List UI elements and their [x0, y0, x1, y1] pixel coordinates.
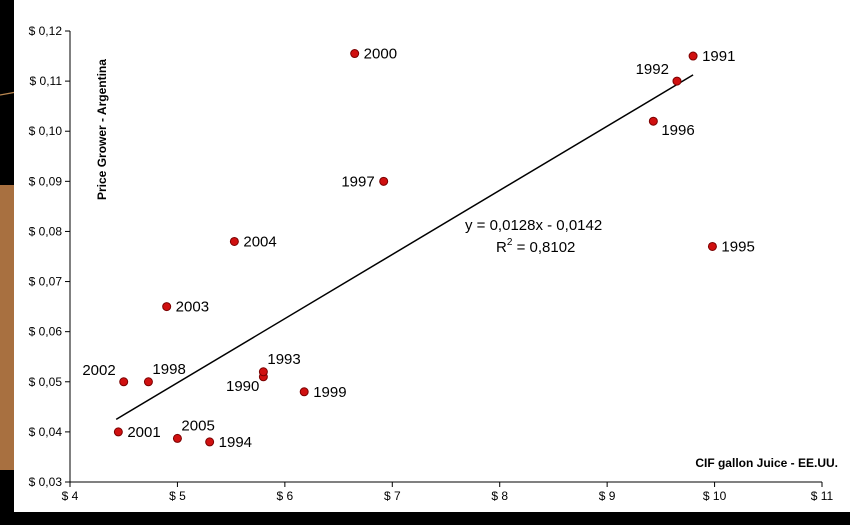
data-point-label: 1995	[721, 238, 754, 255]
data-point-label: 2000	[364, 46, 397, 63]
accent-band	[0, 185, 14, 470]
data-point-label: 1990	[226, 378, 259, 395]
data-point	[258, 367, 268, 377]
r-squared-value: = 0,8102	[512, 239, 575, 256]
x-tick-label: $ 10	[703, 489, 727, 503]
data-point-label: 2001	[127, 424, 160, 441]
data-point	[229, 236, 239, 246]
data-point	[113, 427, 123, 437]
x-axis-title: CIF gallon Juice - EE.UU.	[695, 456, 838, 470]
y-tick-label: $ 0,05	[29, 375, 63, 389]
x-axis-ticks: $ 4 $ 5 $ 6 $ 7 $ 8 $ 9 $ 10 $ 11	[62, 482, 834, 503]
data-point	[299, 387, 309, 397]
r-squared: R2 = 0,8102	[496, 237, 575, 256]
data-point	[707, 241, 717, 251]
data-point	[672, 76, 682, 86]
data-point	[688, 51, 698, 61]
y-tick-label: $ 0,06	[29, 325, 63, 339]
x-tick-label: $ 6	[277, 489, 294, 503]
trendline	[115, 74, 694, 420]
x-tick-label: $ 9	[599, 489, 616, 503]
data-point	[379, 176, 389, 186]
y-tick-label: $ 0,11	[30, 74, 63, 88]
data-point	[648, 116, 658, 126]
y-axis-title: Price Grower - Argentina	[95, 59, 109, 200]
data-point-label: 1999	[313, 384, 346, 401]
data-point-label: 1997	[341, 173, 374, 190]
x-tick-label: $ 4	[62, 489, 79, 503]
y-tick-label: $ 0,10	[29, 124, 63, 138]
y-tick-label: $ 0,07	[29, 275, 63, 289]
y-tick-label: $ 0,03	[29, 475, 63, 489]
trendline-equation: y = 0,0128x - 0,0142	[465, 217, 602, 234]
r-squared-prefix: R	[496, 239, 507, 256]
data-point	[350, 49, 360, 59]
y-tick-label: $ 0,12	[29, 24, 63, 38]
data-point-label: 2005	[181, 417, 214, 434]
data-point-label: 2002	[82, 362, 115, 379]
y-tick-label: $ 0,04	[29, 425, 63, 439]
r-squared-exponent: 2	[507, 237, 513, 248]
data-point-label: 1991	[702, 48, 735, 65]
data-point	[162, 302, 172, 312]
data-point	[172, 433, 182, 443]
data-point	[119, 377, 129, 387]
data-point-label: 2003	[176, 299, 209, 316]
data-point	[143, 377, 153, 387]
x-tick-label: $ 8	[491, 489, 508, 503]
x-tick-label: $ 5	[169, 489, 186, 503]
data-point-label: 1998	[152, 361, 185, 378]
data-point	[205, 437, 215, 447]
x-tick-label: $ 7	[384, 489, 401, 503]
data-point-label: 2004	[243, 233, 276, 250]
data-point-label: 1993	[267, 351, 300, 368]
x-tick-label: $ 11	[811, 489, 834, 503]
y-tick-label: $ 0,09	[29, 174, 63, 188]
y-axis-ticks: $ 0,03 $ 0,04 $ 0,05 $ 0,06 $ 0,07 $ 0,08 $ 0,…	[29, 24, 70, 489]
axes	[69, 31, 822, 483]
plot-area	[14, 0, 850, 512]
data-points: 1990 1991 1992 1993 1994 1995 1996 1997 1998 1999…	[82, 46, 754, 451]
y-tick-label: $ 0,08	[29, 224, 63, 238]
data-point-label: 1996	[661, 122, 694, 139]
data-point-label: 1992	[636, 61, 669, 78]
data-point-label: 1994	[219, 434, 252, 451]
